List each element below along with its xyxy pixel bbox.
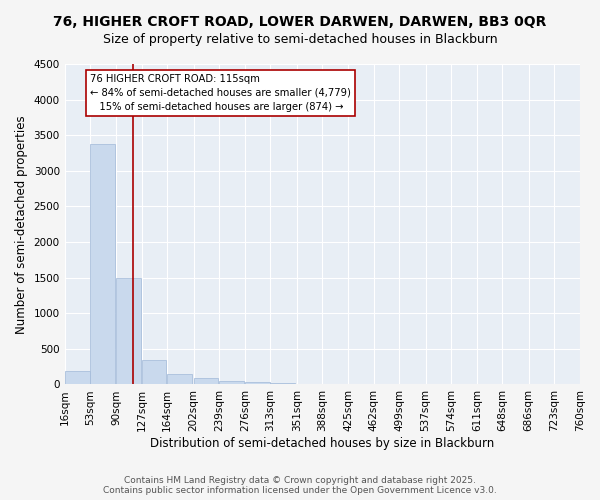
Bar bbox=[65, 371, 89, 384]
Bar bbox=[116, 278, 141, 384]
X-axis label: Distribution of semi-detached houses by size in Blackburn: Distribution of semi-detached houses by … bbox=[150, 437, 494, 450]
Bar bbox=[167, 374, 192, 384]
Bar bbox=[245, 382, 269, 384]
Text: 76, HIGHER CROFT ROAD, LOWER DARWEN, DARWEN, BB3 0QR: 76, HIGHER CROFT ROAD, LOWER DARWEN, DAR… bbox=[53, 15, 547, 29]
Y-axis label: Number of semi-detached properties: Number of semi-detached properties bbox=[15, 115, 28, 334]
Bar bbox=[193, 378, 218, 384]
Bar bbox=[219, 380, 244, 384]
Bar bbox=[271, 383, 295, 384]
Text: Contains HM Land Registry data © Crown copyright and database right 2025.
Contai: Contains HM Land Registry data © Crown c… bbox=[103, 476, 497, 495]
Bar bbox=[142, 360, 166, 384]
Bar bbox=[90, 144, 115, 384]
Text: Size of property relative to semi-detached houses in Blackburn: Size of property relative to semi-detach… bbox=[103, 32, 497, 46]
Text: 76 HIGHER CROFT ROAD: 115sqm
← 84% of semi-detached houses are smaller (4,779)
 : 76 HIGHER CROFT ROAD: 115sqm ← 84% of se… bbox=[90, 74, 351, 112]
